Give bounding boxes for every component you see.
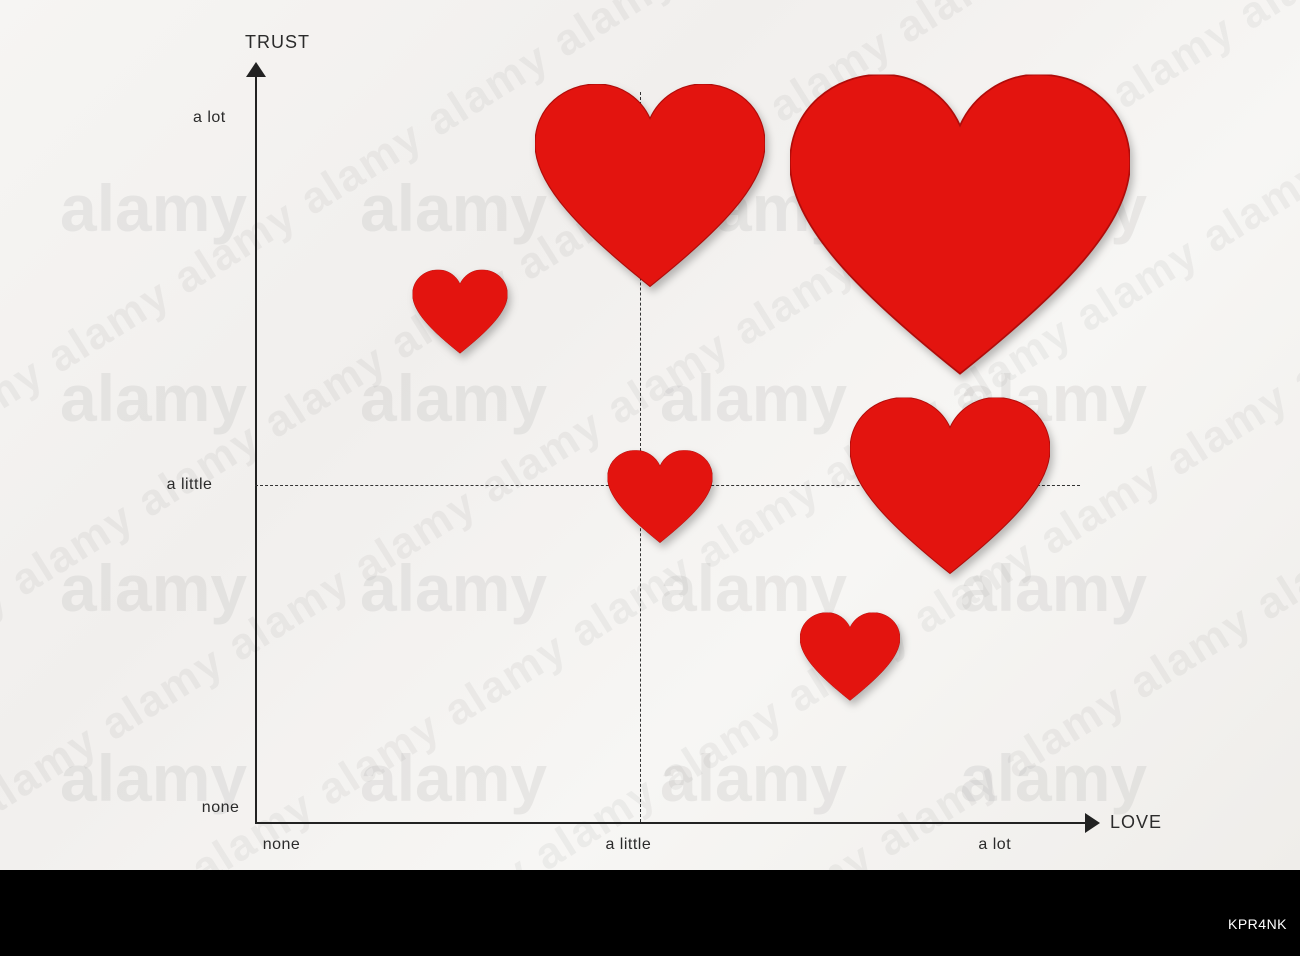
watermark-text: alamy bbox=[360, 740, 547, 816]
x-tick-label: a lot bbox=[978, 836, 1011, 854]
stage: alamy alamy alamy alamy alamy alamy alamy alamy… bbox=[0, 0, 1300, 956]
watermark-text: alamy bbox=[360, 550, 547, 626]
x-axis-line bbox=[255, 822, 1085, 824]
image-code: KPR4NK bbox=[1228, 916, 1287, 932]
heart-icon bbox=[535, 84, 765, 296]
y-axis-line bbox=[255, 72, 257, 822]
heart-icon bbox=[413, 270, 508, 361]
heart-icon bbox=[790, 75, 1130, 386]
heart-icon bbox=[800, 613, 900, 708]
y-tick-label: a little bbox=[167, 476, 213, 494]
bottom-bar bbox=[0, 870, 1300, 956]
x-tick-label: a little bbox=[605, 836, 651, 854]
chart-canvas: alamy alamy alamy alamy alamy alamy alamy alamy… bbox=[0, 0, 1300, 870]
heart-icon bbox=[608, 450, 713, 550]
y-axis-title: TRUST bbox=[245, 32, 310, 53]
y-tick-label: a lot bbox=[193, 109, 226, 127]
y-tick-label: none bbox=[202, 799, 240, 817]
y-axis-arrow bbox=[246, 62, 266, 77]
watermark-text: alamy bbox=[960, 740, 1147, 816]
x-axis-title: LOVE bbox=[1110, 812, 1162, 833]
watermark-text: alamy bbox=[360, 360, 547, 436]
watermark-text: alamy bbox=[60, 360, 247, 436]
watermark-text: alamy bbox=[60, 170, 247, 246]
x-tick-label: none bbox=[263, 836, 301, 854]
heart-icon bbox=[850, 398, 1050, 583]
x-axis-arrow bbox=[1085, 813, 1100, 833]
watermark-text: alamy bbox=[360, 170, 547, 246]
watermark-text: alamy bbox=[660, 740, 847, 816]
watermark-text: alamy bbox=[60, 550, 247, 626]
